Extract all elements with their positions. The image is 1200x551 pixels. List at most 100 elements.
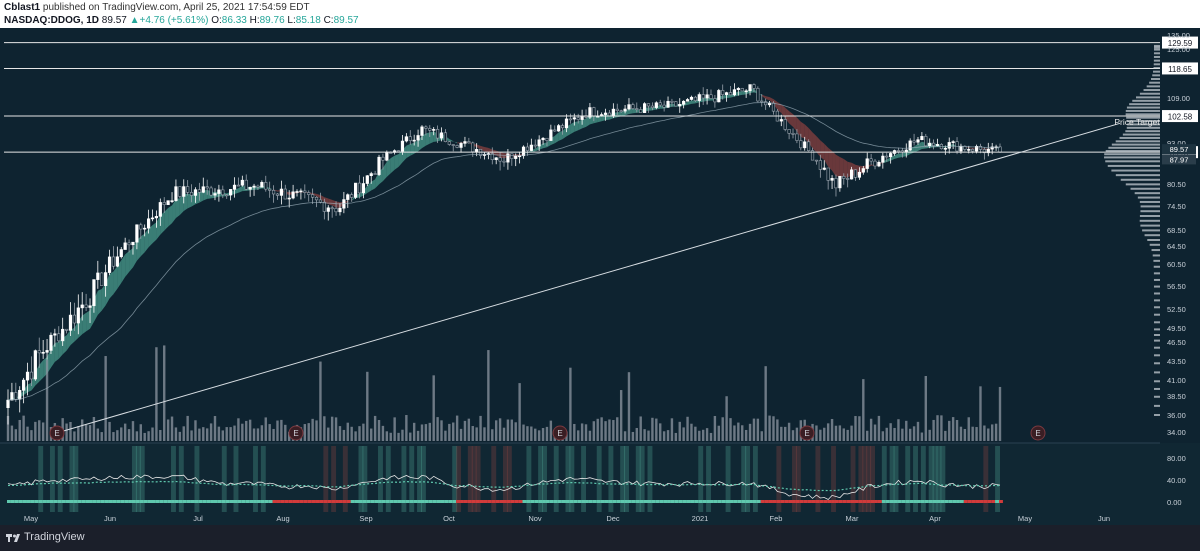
cloud-segment — [773, 99, 778, 110]
cloud-segment — [484, 147, 489, 153]
oscillator-state-bar — [659, 500, 664, 503]
author-name[interactable]: Cblast1 — [4, 2, 41, 13]
candle-body — [740, 88, 744, 92]
tradingview-logo-icon[interactable] — [6, 531, 20, 545]
oscillator-state-bar — [42, 500, 47, 503]
volume-bar — [534, 428, 537, 441]
cloud-segment — [117, 260, 122, 289]
volume-bar — [229, 427, 232, 441]
volume-profile-bar — [1154, 339, 1160, 342]
cloud-segment — [789, 111, 794, 127]
candle-body — [467, 141, 471, 144]
oscillator-state-bar — [522, 500, 527, 503]
volume-bar — [967, 417, 970, 441]
oscillator-state-bar — [503, 500, 507, 503]
volume-bar — [506, 419, 510, 441]
oscillator-highlight — [135, 446, 141, 512]
oscillator-state-bar — [932, 500, 937, 503]
footer-brand[interactable]: TradingView — [24, 531, 85, 543]
volume-profile-bar — [1104, 156, 1160, 159]
volume-bar — [272, 428, 275, 441]
price-chart[interactable]: 129.59 118.65 102.58 Price Target 89.57 135.0… — [0, 28, 1200, 525]
oscillator-state-bar — [389, 500, 394, 503]
cloud-segment — [136, 236, 141, 261]
candle-body — [248, 186, 252, 190]
volume-bar — [424, 424, 428, 441]
oscillator-state-bar — [96, 500, 101, 503]
candle-body — [537, 139, 541, 147]
candle-body — [568, 118, 572, 121]
oscillator-state-bar — [569, 500, 574, 503]
volume-profile-bar — [1125, 130, 1160, 133]
volume-bar — [112, 432, 115, 441]
oscillator-state-bar — [639, 500, 644, 503]
oscillator-highlight — [706, 446, 711, 512]
cloud-segment — [66, 329, 71, 351]
volume-bar — [84, 424, 88, 441]
oscillator-state-bar — [604, 500, 609, 503]
earnings-marker-label: E — [804, 429, 809, 438]
oscillator-state-bar — [299, 500, 304, 503]
oscillator-highlight — [253, 446, 258, 512]
volume-bar — [690, 423, 693, 441]
oscillator-highlight — [581, 446, 587, 512]
candle-body — [865, 158, 869, 169]
candle-body — [869, 158, 873, 162]
level-label: 129.59 — [1168, 39, 1193, 48]
cloud-segment — [406, 143, 411, 159]
oscillator-state-bar — [26, 500, 31, 503]
candle-body — [236, 184, 241, 187]
candle-body — [143, 227, 147, 230]
oscillator-state-bar — [65, 500, 70, 503]
oscillator-state-bar — [995, 500, 999, 503]
oscillator-highlight — [139, 446, 145, 512]
volume-bar — [604, 421, 607, 441]
oscillator-state-bar — [10, 500, 15, 503]
candle-body — [771, 102, 776, 112]
oscillator-state-bar — [889, 500, 894, 503]
volume-bar — [764, 366, 767, 441]
candle-body — [271, 190, 276, 195]
oscillator-state-bar — [452, 500, 457, 503]
candle-body — [150, 217, 155, 220]
oscillator-state-bar — [913, 500, 917, 503]
cloud-segment — [421, 133, 426, 149]
cloud-segment — [187, 193, 192, 209]
candle-body — [822, 167, 826, 170]
volume-profile-bar — [1140, 210, 1160, 213]
oscillator-state-bar — [631, 500, 636, 503]
oscillator-state-bar — [401, 500, 406, 503]
candle-body — [178, 186, 182, 197]
cloud-segment — [535, 145, 540, 152]
oscillator-line — [7, 474, 1001, 500]
volume-bar — [549, 420, 553, 441]
oscillator-state-bar — [116, 500, 121, 503]
x-tick-label: Jun — [1098, 514, 1110, 523]
symbol-label[interactable]: NASDAQ:DDOG, 1D — [4, 15, 100, 26]
volume-profile-bar — [1122, 133, 1160, 136]
volume-bar — [639, 416, 642, 441]
oscillator-highlight — [471, 446, 477, 512]
candle-body — [232, 184, 237, 190]
oscillator-state-bar — [174, 500, 179, 503]
oscillator-state-bar — [940, 500, 945, 503]
oscillator-state-bar — [885, 500, 890, 503]
volume-bar — [248, 419, 252, 441]
cloud-segment — [160, 211, 165, 235]
footer-bar: TradingView — [0, 525, 1200, 551]
candle-body — [529, 144, 533, 151]
volume-profile-bar — [1142, 229, 1160, 232]
oscillator-highlight — [456, 446, 462, 512]
volume-bar — [901, 428, 904, 441]
oscillator-state-bar — [155, 500, 160, 503]
oscillator-highlight — [858, 446, 864, 512]
candle-body — [732, 89, 737, 96]
oscillator-state-bar — [975, 500, 980, 503]
candle-body — [959, 145, 963, 152]
volume-bar — [959, 426, 963, 441]
oscillator-highlight — [815, 446, 821, 512]
oscillator-state-bar — [151, 500, 156, 503]
oscillator-state-bar — [526, 500, 531, 503]
volume-bar — [502, 427, 506, 441]
candle-body — [338, 207, 342, 213]
